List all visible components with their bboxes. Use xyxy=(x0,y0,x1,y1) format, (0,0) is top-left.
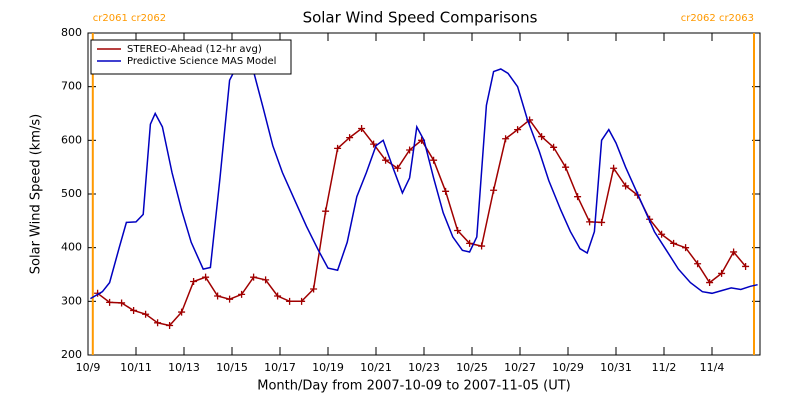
point-marker xyxy=(358,125,366,133)
point-marker xyxy=(322,207,330,215)
point-marker xyxy=(706,279,714,287)
point-marker xyxy=(346,134,354,142)
y-tick-label: 300 xyxy=(61,294,82,307)
y-tick-label: 600 xyxy=(61,133,82,146)
point-marker xyxy=(442,187,450,195)
point-marker xyxy=(310,285,318,293)
point-marker xyxy=(370,140,378,148)
x-tick-label: 10/17 xyxy=(264,361,296,374)
x-tick-label: 10/19 xyxy=(312,361,344,374)
x-tick-label: 10/31 xyxy=(600,361,632,374)
point-marker xyxy=(190,277,198,285)
point-marker xyxy=(178,308,186,316)
x-tick-label: 10/9 xyxy=(76,361,101,374)
y-axis-label: Solar Wind Speed (km/s) xyxy=(29,114,44,274)
point-marker xyxy=(238,290,246,298)
x-tick-label: 10/27 xyxy=(504,361,536,374)
point-marker xyxy=(622,182,630,190)
annotation: cr2061 cr2062 xyxy=(93,13,166,24)
point-marker xyxy=(250,273,258,281)
point-marker xyxy=(514,126,522,134)
x-tick-label: 10/13 xyxy=(168,361,200,374)
legend-label: STEREO-Ahead (12-hr avg) xyxy=(127,44,262,55)
point-marker xyxy=(538,133,546,141)
point-marker xyxy=(394,164,402,172)
x-tick-label: 10/11 xyxy=(120,361,152,374)
point-marker xyxy=(154,319,162,327)
point-marker xyxy=(118,299,126,307)
point-marker xyxy=(502,135,510,143)
y-tick-label: 400 xyxy=(61,241,82,254)
point-marker xyxy=(694,260,702,268)
point-marker xyxy=(334,144,342,152)
y-tick-label: 500 xyxy=(61,187,82,200)
x-tick-label: 11/2 xyxy=(652,361,677,374)
point-marker xyxy=(730,248,738,256)
point-marker xyxy=(598,218,606,226)
point-marker xyxy=(202,273,210,281)
point-marker xyxy=(490,186,498,194)
point-marker xyxy=(466,239,474,247)
x-tick-label: 10/23 xyxy=(408,361,440,374)
x-axis-label: Month/Day from 2007-10-09 to 2007-11-05 … xyxy=(257,379,570,394)
point-marker xyxy=(682,244,690,252)
point-marker xyxy=(130,306,138,314)
point-marker xyxy=(262,276,270,284)
legend-box xyxy=(90,39,292,75)
point-marker xyxy=(298,297,306,305)
x-tick-label: 10/25 xyxy=(456,361,488,374)
point-marker xyxy=(454,226,462,234)
chart-title: Solar Wind Speed Comparisons xyxy=(303,9,538,27)
point-marker xyxy=(430,156,438,164)
x-tick-label: 11/4 xyxy=(700,361,725,374)
point-marker xyxy=(142,310,150,318)
point-marker xyxy=(382,156,390,164)
point-marker xyxy=(406,146,414,154)
point-marker xyxy=(658,230,666,238)
point-marker xyxy=(226,295,234,303)
x-tick-label: 10/29 xyxy=(552,361,584,374)
point-marker xyxy=(478,242,486,250)
point-marker xyxy=(166,321,174,329)
y-tick-label: 200 xyxy=(61,348,82,361)
legend-label: Predictive Science MAS Model xyxy=(127,56,276,67)
x-tick-label: 10/15 xyxy=(216,361,248,374)
point-marker xyxy=(286,297,294,305)
y-tick-label: 700 xyxy=(61,80,82,93)
point-marker xyxy=(562,163,570,171)
series-line xyxy=(90,64,758,300)
point-marker xyxy=(742,262,750,270)
y-tick-label: 800 xyxy=(61,26,82,39)
annotation: cr2062 cr2063 xyxy=(681,13,754,24)
point-marker xyxy=(214,292,222,300)
point-marker xyxy=(718,269,726,277)
point-marker xyxy=(586,218,594,226)
point-marker xyxy=(106,298,114,306)
point-marker xyxy=(274,292,282,300)
point-marker xyxy=(574,193,582,201)
x-tick-label: 10/21 xyxy=(360,361,392,374)
point-marker xyxy=(670,239,678,247)
point-marker xyxy=(550,143,558,151)
point-marker xyxy=(610,164,618,172)
